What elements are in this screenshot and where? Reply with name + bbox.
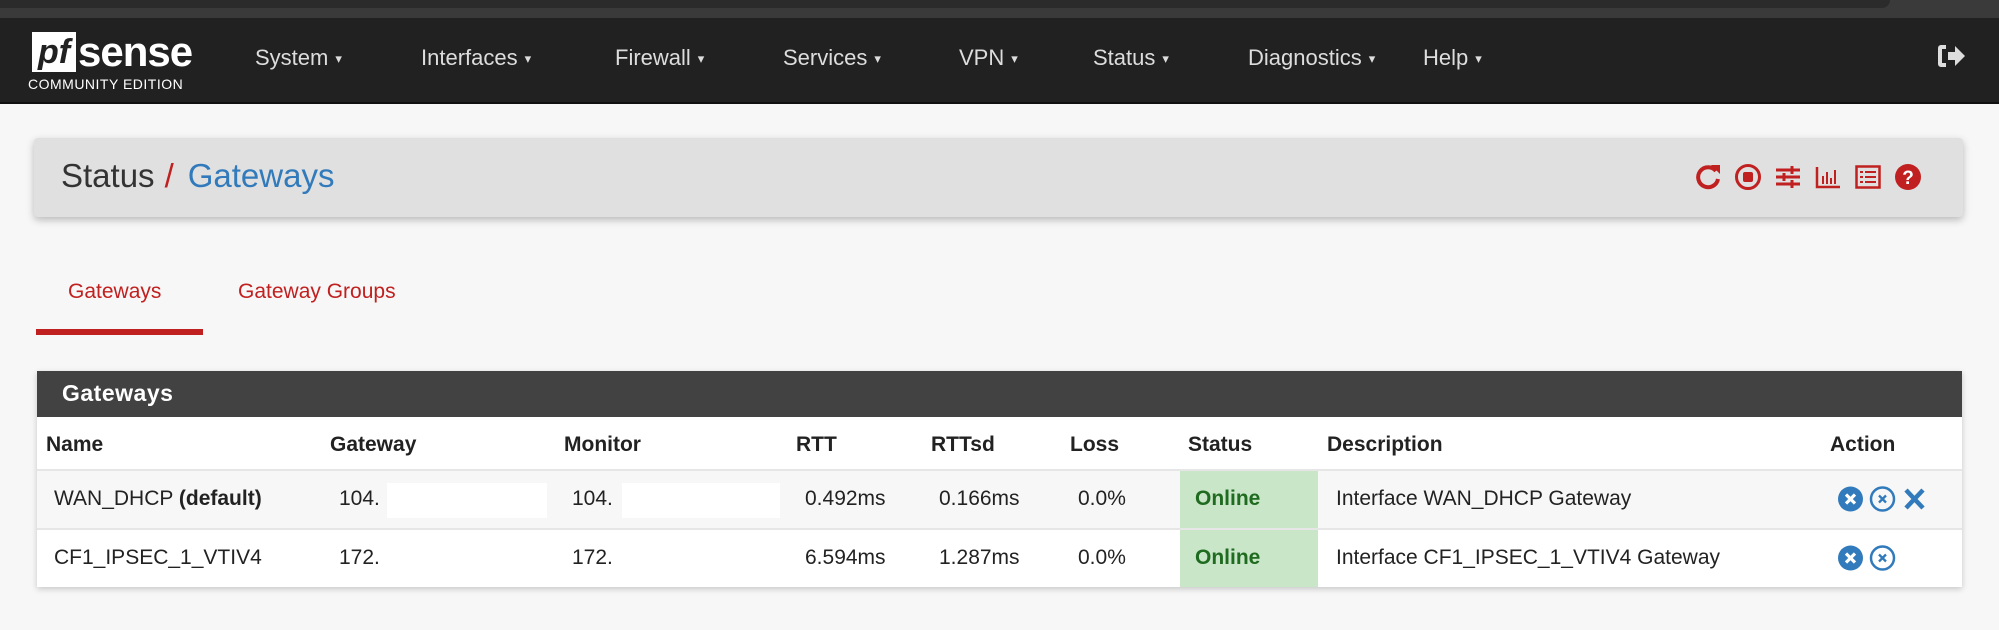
loss-value: 0.0% — [1078, 487, 1126, 510]
caret-down-icon: ▾ — [335, 51, 342, 67]
gateway-name: WAN_DHCP (default) — [54, 487, 262, 511]
nav-label: Status — [1093, 45, 1156, 70]
question-circle-icon[interactable]: ? — [1893, 160, 1923, 194]
caret-down-icon: ▾ — [1368, 51, 1376, 67]
gateways-panel: Gateways Name Gateway Monitor RTT RTTsd … — [37, 371, 1962, 587]
description: Interface WAN_DHCP Gateway — [1336, 487, 1632, 510]
gateway-address: 172. — [339, 546, 380, 569]
active-tab-indicator — [36, 329, 203, 335]
rttsd-value: 0.166ms — [939, 487, 1020, 510]
loss-value: 0.0% — [1078, 546, 1126, 569]
nav-system[interactable]: System ▾ — [255, 45, 342, 71]
nav-help[interactable]: Help ▾ — [1423, 45, 1482, 71]
breadcrumb-bar: Status / Gateways ? — [34, 138, 1963, 217]
col-name: Name — [46, 433, 104, 456]
table-row: CF1_IPSEC_1_VTIV4 172. 172. 6.594ms 1.28… — [37, 528, 1962, 587]
breadcrumb-parent[interactable]: Status — [61, 157, 155, 194]
nav-firewall[interactable]: Firewall ▾ — [615, 45, 704, 71]
list-alt-icon[interactable] — [1853, 160, 1883, 194]
breadcrumb: Status / Gateways — [61, 157, 334, 195]
table-row: WAN_DHCP (default) 104. 104. 0.492ms 0.1… — [37, 469, 1962, 528]
gateway-name: CF1_IPSEC_1_VTIV4 — [54, 546, 262, 570]
caret-down-icon: ▾ — [1011, 51, 1018, 67]
redaction-box — [622, 483, 780, 518]
col-gateway: Gateway — [330, 433, 417, 456]
status-text: Online — [1195, 546, 1261, 569]
tab-gateway-groups[interactable]: Gateway Groups — [238, 280, 396, 303]
nav-label: Firewall — [615, 45, 691, 70]
col-rttsd: RTTsd — [931, 433, 995, 456]
nav-label: System — [255, 45, 329, 70]
pfsense-logo[interactable]: pf sense COMMUNITY EDITION — [28, 28, 208, 96]
default-label: (default) — [178, 487, 262, 510]
caret-down-icon: ▾ — [1162, 51, 1169, 67]
rtt-value: 0.492ms — [805, 487, 886, 510]
svg-text:?: ? — [1902, 168, 1914, 189]
caret-down-icon: ▾ — [874, 51, 881, 67]
nav-label: Services — [783, 45, 868, 70]
nav-services[interactable]: Services ▾ — [783, 45, 881, 71]
nav-diagnostics[interactable]: Diagnostics ▾ — [1248, 45, 1375, 71]
nav-label: Help — [1423, 45, 1469, 70]
rttsd-value: 1.287ms — [939, 546, 1020, 569]
browser-top-strip — [0, 0, 1999, 18]
col-loss: Loss — [1070, 433, 1120, 456]
sign-out-icon[interactable] — [1936, 42, 1966, 77]
bar-chart-icon[interactable] — [1813, 160, 1843, 194]
navbar: pf sense COMMUNITY EDITION System ▾ Inter… — [0, 18, 1999, 104]
monitor-address: 172. — [572, 546, 613, 569]
status-badge: Online — [1180, 471, 1318, 528]
logo-edition: COMMUNITY EDITION — [28, 76, 184, 92]
mark-down-icon[interactable] — [1837, 485, 1864, 513]
col-status: Status — [1188, 433, 1253, 456]
caret-down-icon: ▾ — [1475, 51, 1482, 67]
rtt-value: 6.594ms — [805, 546, 886, 569]
col-action: Action — [1830, 433, 1896, 456]
description: Interface CF1_IPSEC_1_VTIV4 Gateway — [1336, 546, 1721, 569]
sliders-icon[interactable] — [1773, 160, 1803, 194]
breadcrumb-separator: / — [164, 157, 174, 194]
logo-sense: sense — [78, 28, 193, 75]
nav-label: Interfaces — [421, 45, 518, 70]
mark-down-icon[interactable] — [1837, 544, 1864, 572]
gateway-address: 104. — [339, 487, 380, 510]
tab-gateways[interactable]: Gateways — [68, 280, 162, 303]
monitor-address: 104. — [572, 487, 613, 510]
caret-down-icon: ▾ — [697, 51, 705, 67]
stop-circle-icon[interactable] — [1733, 160, 1763, 194]
status-badge: Online — [1180, 530, 1318, 587]
name-text: CF1_IPSEC_1_VTIV4 — [54, 546, 262, 569]
nav-status[interactable]: Status ▾ — [1093, 45, 1169, 71]
col-rtt: RTT — [796, 433, 837, 456]
logo-pf: pf — [32, 32, 76, 72]
reset-icon[interactable] — [1869, 485, 1896, 513]
breadcrumb-current[interactable]: Gateways — [187, 157, 335, 194]
status-text: Online — [1195, 487, 1261, 510]
col-description: Description — [1327, 433, 1443, 456]
nav-label: Diagnostics — [1248, 45, 1362, 70]
panel-heading: Gateways — [37, 371, 1962, 417]
reload-icon[interactable] — [1693, 160, 1723, 194]
name-text: WAN_DHCP — [54, 487, 174, 510]
nav-label: VPN — [959, 45, 1005, 70]
nav-interfaces[interactable]: Interfaces ▾ — [421, 45, 531, 71]
caret-down-icon: ▾ — [524, 51, 532, 67]
nav-vpn[interactable]: VPN ▾ — [959, 45, 1018, 71]
redaction-box — [387, 483, 547, 518]
reset-icon[interactable] — [1869, 544, 1896, 572]
delete-icon[interactable] — [1901, 485, 1928, 513]
col-monitor: Monitor — [564, 433, 641, 456]
